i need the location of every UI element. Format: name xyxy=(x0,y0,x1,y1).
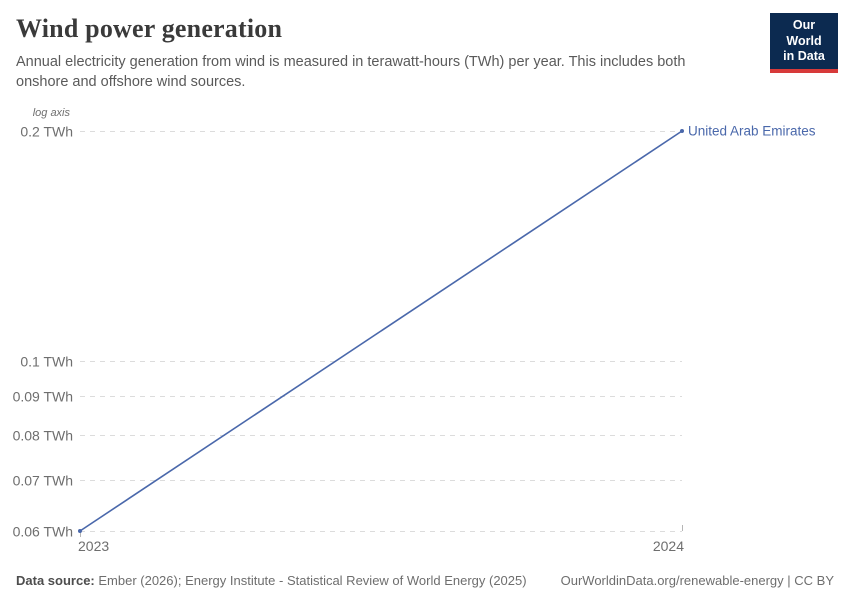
owid-logo[interactable]: Our World in Data xyxy=(770,13,838,73)
y-tick-label: 0.07 TWh xyxy=(13,473,73,489)
chart-subtitle: Annual electricity generation from wind … xyxy=(16,54,686,91)
series-line-united-arab-emirates[interactable] xyxy=(79,130,683,532)
owid-logo-line2: in Data xyxy=(783,49,825,64)
data-source-value: Ember (2026); Energy Institute - Statist… xyxy=(94,573,527,588)
x-tick-label: 2024 xyxy=(653,538,684,554)
series-label-united-arab-emirates[interactable]: United Arab Emirates xyxy=(688,124,816,139)
log-axis-note: log axis xyxy=(33,107,71,119)
y-tick-label: 0.08 TWh xyxy=(13,428,73,444)
page-title: Wind power generation xyxy=(16,14,283,43)
chart-footer: Data source: Ember (2026); Energy Instit… xyxy=(16,573,834,588)
data-point-united-arab-emirates[interactable] xyxy=(78,529,82,533)
y-tick-label: 0.2 TWh xyxy=(20,124,73,140)
owid-logo-line1: Our World xyxy=(786,18,822,48)
y-tick-label: 0.1 TWh xyxy=(20,354,73,370)
footer-link[interactable]: OurWorldinData.org/renewable-energy | CC… xyxy=(560,573,834,588)
data-source: Data source: Ember (2026); Energy Instit… xyxy=(16,573,527,588)
data-source-label: Data source: xyxy=(16,573,95,588)
data-point-united-arab-emirates[interactable] xyxy=(680,129,684,133)
x-tick-label: 2023 xyxy=(78,538,109,554)
y-tick-label: 0.06 TWh xyxy=(13,524,73,540)
y-tick-label: 0.09 TWh xyxy=(13,389,73,405)
